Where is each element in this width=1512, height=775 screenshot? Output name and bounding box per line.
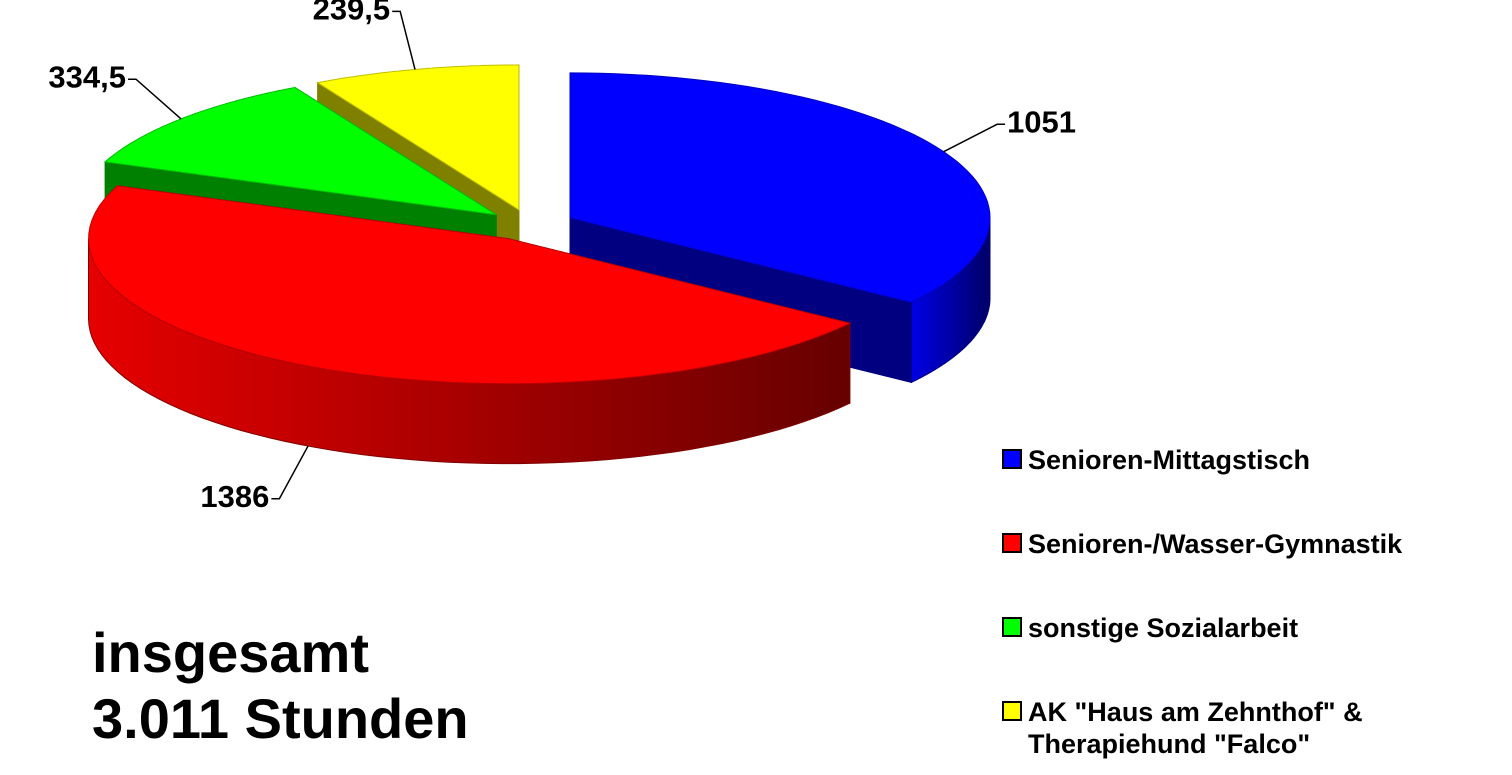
- legend-label: AK "Haus am Zehnthof" & Therapiehund "Fa…: [1028, 697, 1363, 759]
- legend: Senioren-Mittagstisch Senioren-/Wasser-Gy…: [1002, 444, 1482, 775]
- leader-line: [271, 445, 309, 500]
- annotation: insgesamt 3.011 Stunden: [92, 620, 469, 752]
- leader-line: [127, 78, 182, 120]
- leader-line: [943, 123, 1006, 153]
- legend-item: Senioren-Mittagstisch: [1002, 444, 1482, 528]
- legend-swatch: [1002, 449, 1022, 469]
- legend-label: Senioren-Mittagstisch: [1028, 445, 1311, 475]
- legend-item: AK "Haus am Zehnthof" & Therapiehund "Fa…: [1002, 696, 1482, 775]
- slice: [316, 64, 520, 211]
- legend-swatch: [1002, 617, 1022, 637]
- data-label: 334,5: [48, 59, 126, 94]
- annotation-line: 3.011 Stunden: [92, 687, 469, 750]
- annotation-line: insgesamt: [92, 621, 369, 684]
- data-label: 239,5: [313, 0, 391, 27]
- leader-line: [392, 10, 416, 70]
- legend-item: Senioren-/Wasser-Gymnastik: [1002, 528, 1482, 612]
- legend-label: Senioren-/Wasser-Gymnastik: [1028, 529, 1403, 559]
- legend-swatch: [1002, 533, 1022, 553]
- legend-item: sonstige Sozialarbeit: [1002, 612, 1482, 696]
- legend-swatch: [1002, 701, 1022, 721]
- data-label: 1386: [200, 479, 269, 514]
- legend-label: sonstige Sozialarbeit: [1028, 613, 1299, 643]
- slice: [88, 185, 852, 385]
- data-label: 1051: [1007, 104, 1076, 139]
